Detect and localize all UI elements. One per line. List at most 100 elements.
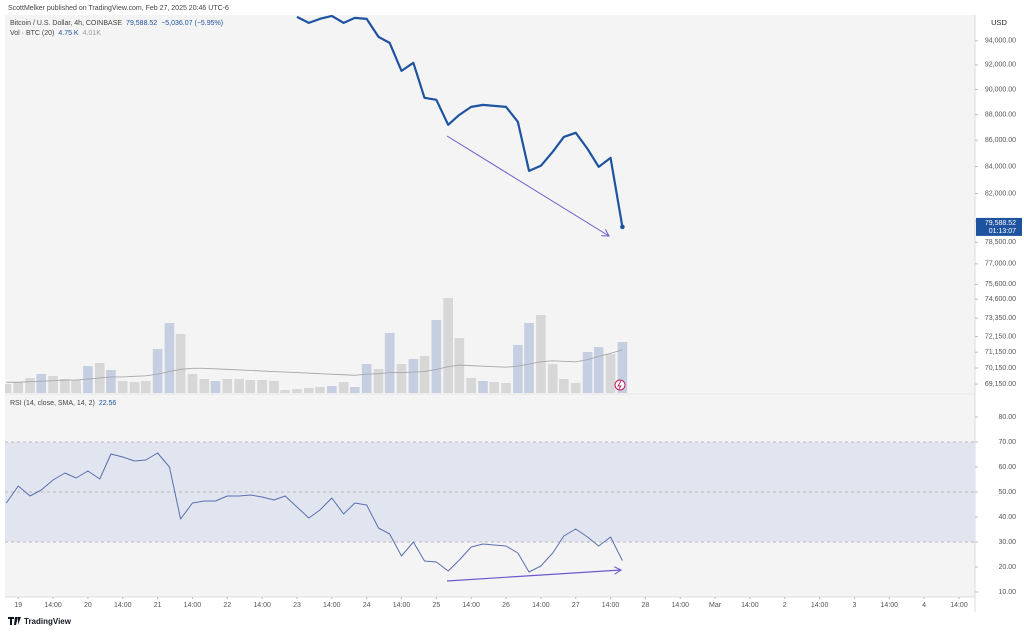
x-tick-label: 25 xyxy=(432,602,440,609)
volume-bar xyxy=(257,380,267,393)
volume-bar xyxy=(593,347,604,393)
y-tick-label: 20.00 xyxy=(998,564,1016,571)
volume-bar xyxy=(582,351,593,393)
x-tick-label: 14:00 xyxy=(741,602,759,609)
volume-bar xyxy=(245,380,256,393)
volume-bar xyxy=(547,364,558,393)
volume-bar xyxy=(60,379,70,393)
volume-bar xyxy=(384,332,395,393)
volume-bar xyxy=(373,369,384,393)
y-tick-label: 77,000.00 xyxy=(985,261,1016,268)
volume-bar xyxy=(338,382,349,393)
y-tick-label: 86,000.00 xyxy=(985,137,1016,144)
volume-bar xyxy=(559,379,569,393)
x-tick-label: 19 xyxy=(14,602,22,609)
x-tick-label: 27 xyxy=(572,602,580,609)
volume-bar xyxy=(129,382,140,393)
volume-bar xyxy=(5,383,12,393)
volume-ma-line xyxy=(6,349,623,383)
volume-bar xyxy=(280,389,290,393)
price-legend: Bitcoin / U.S. Dollar, 4h, COINBASE 79,58… xyxy=(10,20,223,27)
brand-logo xyxy=(8,617,21,625)
x-tick-label: 14:00 xyxy=(671,602,689,609)
volume-bar xyxy=(408,358,419,393)
x-tick-label: 14:00 xyxy=(602,602,620,609)
y-tick-label: 73,350.00 xyxy=(985,315,1016,322)
x-tick-label: 14:00 xyxy=(184,602,202,609)
price-change: −5,036.07 (−5.95%) xyxy=(161,20,223,27)
x-tick-label: 14:00 xyxy=(44,602,62,609)
rsi-band xyxy=(5,442,975,542)
line-series xyxy=(296,15,624,228)
countdown-label: 01:13:07 xyxy=(989,228,1016,235)
volume-bar xyxy=(36,373,47,393)
volume-legend: Vol · BTC (20) 4.75 K 4.01K xyxy=(10,30,101,37)
y-tick-label: 80.00 xyxy=(998,414,1016,421)
drawing-layer xyxy=(446,135,626,582)
y-tick-label: 82,000.00 xyxy=(985,190,1016,197)
y-tick-label: 10.00 xyxy=(998,589,1016,596)
volume-bar xyxy=(48,376,58,393)
volume-bar xyxy=(513,344,523,393)
x-tick-label: 21 xyxy=(154,602,162,609)
x-tick-label: 14:00 xyxy=(532,602,550,609)
y-tick-label: 60.00 xyxy=(998,464,1016,471)
volume-ma-value: 4.01K xyxy=(83,30,102,37)
x-tick-label: 14:00 xyxy=(811,602,829,609)
volume-bar xyxy=(327,386,337,393)
last-price-label: 79,588.52 xyxy=(985,220,1016,227)
volume-bar xyxy=(117,380,128,393)
volume-bar xyxy=(106,370,116,393)
volume-bar xyxy=(140,380,151,393)
background-layer xyxy=(5,441,975,543)
volume-bar xyxy=(605,354,616,393)
x-tick-label: 23 xyxy=(293,602,301,609)
last-point xyxy=(620,224,625,230)
symbol: Bitcoin / U.S. Dollar, 4h, COINBASE xyxy=(10,20,122,27)
x-tick-label: 14:00 xyxy=(881,602,899,609)
line-series xyxy=(5,452,623,573)
volume-bar xyxy=(443,298,453,393)
volume-bar xyxy=(536,315,546,393)
y-tick-label: 84,000.00 xyxy=(985,163,1016,170)
volume-bar xyxy=(187,373,198,393)
volume-title: Vol · BTC (20) xyxy=(10,30,54,37)
y-tick-label: 88,000.00 xyxy=(985,111,1016,118)
last-price-box xyxy=(976,217,1022,236)
y-tick-label: 70,150.00 xyxy=(985,365,1016,372)
volume-bar xyxy=(164,322,175,393)
y-tick-label: 92,000.00 xyxy=(985,62,1016,69)
x-tick-label: 20 xyxy=(84,602,92,609)
volume-bar xyxy=(396,364,407,393)
volume-bar xyxy=(152,348,163,393)
rsi-title: RSI (14, close, SMA, 14, 2) xyxy=(10,400,95,407)
volume-bar xyxy=(570,383,581,393)
volume-bar xyxy=(234,379,244,393)
y-tick-label: 69,150.00 xyxy=(985,381,1016,388)
x-tick-label: 14:00 xyxy=(253,602,271,609)
volume-bar xyxy=(13,382,24,393)
currency-label: USD xyxy=(991,18,1007,27)
last-price: 79,588.52 xyxy=(126,20,157,27)
volume-bar xyxy=(617,341,628,393)
volume-bar xyxy=(361,364,372,393)
x-tick-label: 26 xyxy=(502,602,510,609)
volume-bar xyxy=(292,389,302,393)
y-tick-label: 71,150.00 xyxy=(985,349,1016,356)
x-tick-label: 28 xyxy=(641,602,649,609)
volume-bar xyxy=(350,386,360,393)
x-tick-label: 14:00 xyxy=(462,602,480,609)
price-pane xyxy=(5,15,975,393)
volume-bar xyxy=(83,366,93,393)
y-tick-label: 30.00 xyxy=(998,539,1016,546)
volume-bar xyxy=(478,380,488,393)
y-tick-label: 75,600.00 xyxy=(985,281,1016,288)
volume-value: 4.75 K xyxy=(58,30,79,37)
x-tick-label: 2 xyxy=(783,602,787,609)
axis-layer: 94,000.00 92,000.00 90,000.00 88,000.00 86,0… xyxy=(14,38,1022,609)
y-tick-label: 40.00 xyxy=(998,514,1016,521)
volume-bar xyxy=(466,377,476,393)
x-tick-label: 14:00 xyxy=(323,602,341,609)
event-icon[interactable] xyxy=(614,379,626,391)
event-icon-glyph xyxy=(617,380,622,390)
